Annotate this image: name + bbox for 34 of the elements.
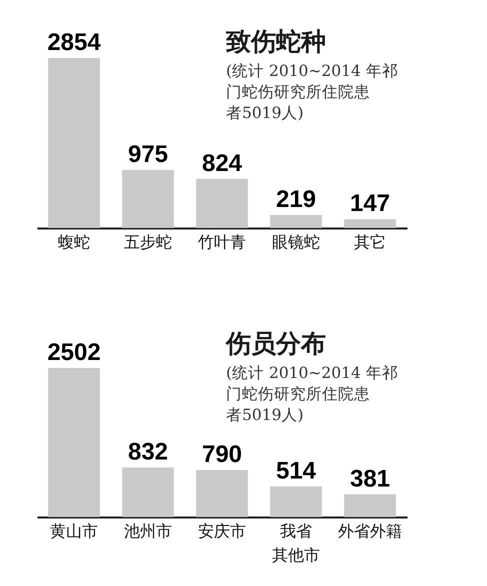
x-tick-label: 竹叶青 <box>198 232 246 252</box>
bar <box>122 170 174 228</box>
data-label: 832 <box>128 438 168 466</box>
bar <box>270 486 322 517</box>
chart-title: 致伤蛇种 <box>225 27 326 56</box>
data-label: 147 <box>350 190 390 218</box>
data-label: 219 <box>276 186 316 213</box>
x-tick-label: 五步蛇 <box>124 232 172 252</box>
text: (统计 2010~2014 年祁门蛇伤研究所住院患者5019人) <box>226 62 398 122</box>
x-tick-label: 其它 <box>354 232 386 252</box>
data-label: 2854 <box>47 29 102 56</box>
data-label: 824 <box>202 150 243 177</box>
data-label: 514 <box>276 457 317 484</box>
bar <box>196 470 248 517</box>
chart-title: 伤员分布 <box>225 329 326 358</box>
x-tick-label: 我省其他市 <box>272 522 320 564</box>
bar <box>122 467 174 517</box>
x-tick-label: 蝮蛇 <box>58 232 90 252</box>
bar <box>196 178 248 228</box>
bar <box>270 214 322 228</box>
x-tick-label: 池州市 <box>124 522 172 540</box>
x-tick-label: 黄山市 <box>50 522 98 540</box>
x-tick-label: 安庆市 <box>198 522 246 540</box>
data-label: 381 <box>350 465 390 492</box>
bar <box>344 494 396 517</box>
bar <box>48 368 100 517</box>
x-tick-label: 眼镜蛇 <box>272 232 320 252</box>
x-tick-label: 外省外籍 <box>338 522 402 540</box>
bar <box>344 219 396 228</box>
data-label: 790 <box>202 440 242 468</box>
bar <box>48 58 100 228</box>
data-label: 2502 <box>47 338 101 366</box>
text: (统计 2010~2014 年祁门蛇伤研究所住院患者5019人) <box>226 364 398 424</box>
data-label: 975 <box>128 140 168 168</box>
